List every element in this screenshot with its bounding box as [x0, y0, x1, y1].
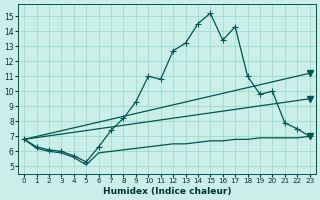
X-axis label: Humidex (Indice chaleur): Humidex (Indice chaleur)	[103, 187, 231, 196]
